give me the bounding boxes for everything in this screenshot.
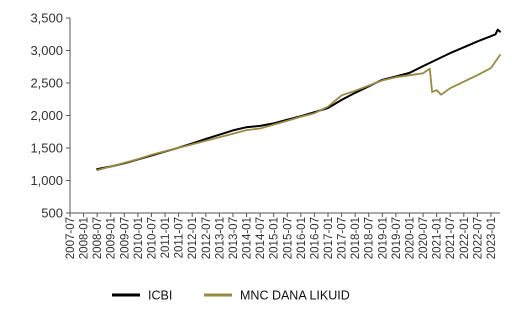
x-tick-label: 2011-07 (174, 217, 186, 258)
y-tick-label: 2,500 (30, 76, 63, 91)
series-line-icbi (96, 28, 501, 171)
x-tick-label: 2013-01 (214, 217, 226, 259)
x-tick-label: 2016-01 (296, 217, 308, 259)
axes: 500 1,000 1,500 2,000 2,500 3,000 3,500 2007-07… (30, 11, 500, 259)
legend-label: MNC DANA LIKUID (240, 289, 350, 303)
x-tick-label: 2010-01 (133, 217, 145, 259)
y-tick-label: 2,000 (30, 108, 63, 123)
series-line-mnc-dana-likuid (96, 54, 501, 171)
x-tick-label: 2018-01 (350, 217, 362, 259)
x-tick-label: 2009-07 (119, 217, 131, 259)
x-tick-label: 2019-01 (377, 217, 389, 259)
x-tick-label: 2012-01 (187, 217, 199, 259)
x-tick-label: 2008-01 (79, 217, 91, 259)
y-tick-label: 3,500 (30, 11, 63, 26)
x-tick-label: 2017-07 (337, 217, 349, 259)
x-tick-label: 2011-01 (160, 217, 172, 258)
x-tick-label: 2023-01 (486, 217, 498, 259)
x-tick-label: 2021-01 (432, 217, 444, 259)
x-tick-label: 2022-07 (472, 217, 484, 259)
x-tick-label: 2009-01 (106, 217, 118, 259)
x-tick-label: 2015-07 (282, 217, 294, 259)
x-tick-label: 2015-01 (269, 217, 281, 259)
x-tick-label: 2021-07 (445, 217, 457, 259)
y-tick-label: 1,500 (30, 141, 63, 156)
x-tick-label: 2014-07 (255, 217, 267, 259)
series-layer (96, 28, 501, 171)
x-tick-label: 2012-07 (201, 217, 213, 259)
legend: ICBI MNC DANA LIKUID (112, 289, 350, 303)
y-tick-label: 1,000 (30, 173, 63, 188)
y-tick-label: 3,000 (30, 43, 63, 58)
x-tick-label: 2017-01 (323, 217, 335, 259)
x-tick-label: 2013-07 (228, 217, 240, 259)
x-tick-label: 2020-01 (404, 217, 416, 259)
x-tick-label: 2018-07 (364, 217, 376, 259)
x-tick-label: 2007-07 (65, 217, 77, 259)
legend-label: ICBI (148, 289, 172, 303)
x-tick-label: 2019-07 (391, 217, 403, 259)
x-tick-label: 2014-01 (242, 217, 254, 259)
x-tick-label: 2010-07 (146, 217, 158, 259)
x-tick-label: 2016-07 (309, 217, 321, 259)
x-tick-label: 2022-01 (459, 217, 471, 259)
y-tick-label: 500 (41, 206, 63, 221)
x-tick-label: 2020-07 (418, 217, 430, 259)
x-tick-label: 2008-07 (92, 217, 104, 259)
